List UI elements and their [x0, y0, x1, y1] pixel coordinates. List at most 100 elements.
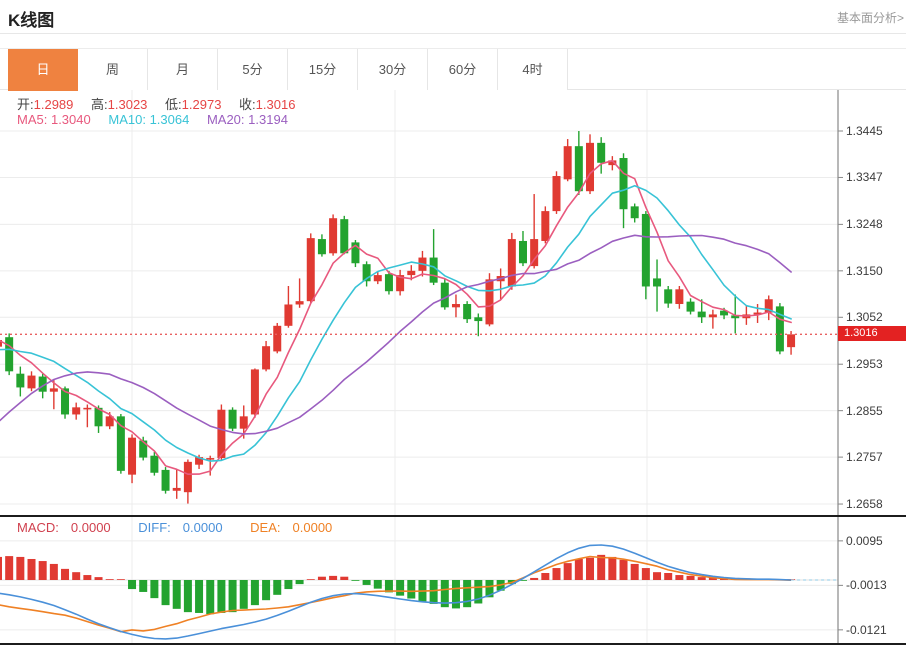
close-value: 1.3016 — [255, 97, 296, 112]
candle-up — [295, 301, 304, 305]
candle-down — [16, 373, 25, 388]
macd-bar-down — [485, 580, 494, 598]
macd-label: MACD: — [17, 520, 59, 535]
macd-bar-down — [206, 580, 215, 615]
macd-bar-down — [429, 580, 438, 604]
tab-60分[interactable]: 60分 — [428, 49, 498, 90]
candle-down — [317, 239, 326, 255]
macd-bar-down — [128, 580, 137, 590]
close-label: 收: — [239, 97, 256, 112]
candle-down — [697, 311, 706, 318]
macd-bar-down — [463, 580, 472, 608]
ma5-value: 1.3040 — [50, 112, 91, 127]
candle-up — [396, 275, 405, 292]
price-axis-label: 1.2953 — [846, 357, 883, 372]
macd-bar-down — [262, 580, 271, 601]
tab-日[interactable]: 日 — [8, 49, 78, 91]
open-label: 开: — [17, 97, 34, 112]
candle-down — [720, 310, 729, 316]
candle-up — [451, 304, 460, 308]
price-axis-label: 1.3445 — [846, 124, 883, 138]
macd-bar-up — [116, 579, 125, 580]
macd-value: 0.0000 — [70, 520, 111, 535]
candle-down — [61, 388, 70, 415]
candle-up — [250, 369, 259, 415]
candle-up — [764, 299, 773, 313]
ma20-value: 1.3194 — [248, 112, 288, 127]
macd-bar-up — [697, 577, 706, 580]
candle-down — [664, 289, 673, 304]
ma-readout: MA5: 1.3040 MA10: 1.3064 MA20: 1.3194 — [17, 112, 302, 127]
candle-down — [116, 416, 125, 471]
macd-bar-up — [664, 572, 673, 580]
macd-bar-up — [27, 558, 36, 580]
high-value: 1.3023 — [107, 97, 148, 112]
macd-bar-up — [541, 572, 550, 580]
candle-down — [686, 301, 695, 312]
macd-bar-down — [518, 580, 527, 581]
candle-up — [753, 312, 762, 315]
macd-bar-up — [641, 568, 650, 580]
panel-separator — [0, 515, 906, 517]
macd-bar-up — [306, 579, 315, 580]
tab-4时[interactable]: 4时 — [498, 49, 568, 90]
candle-down — [463, 304, 472, 320]
fundamental-analysis-link[interactable]: 基本面分析> — [836, 11, 904, 25]
candle-down — [340, 219, 349, 254]
candle-down — [597, 142, 606, 163]
candle-up — [284, 304, 293, 326]
candle-down — [228, 409, 237, 429]
main-chart-canvas[interactable] — [0, 90, 906, 515]
macd-bar-up — [619, 559, 628, 580]
candle-down — [731, 315, 740, 319]
macd-bar-up — [105, 579, 114, 580]
tab-15分[interactable]: 15分 — [288, 49, 358, 90]
candle-up — [83, 407, 92, 410]
candle-down — [351, 242, 360, 264]
macd-chart-canvas[interactable] — [0, 517, 906, 643]
last-price-badge: 1.3016 — [838, 326, 906, 342]
ma10-value: 1.3064 — [149, 112, 190, 127]
macd-readout: MACD: 0.0000 DIFF: 0.0000 DEA: 0.0000 — [17, 520, 356, 535]
macd-bar-down — [451, 580, 460, 609]
price-axis-label: 1.2855 — [846, 403, 883, 418]
candle-up — [787, 334, 796, 348]
ma5-label: MA5: — [17, 112, 48, 127]
candle-up — [306, 238, 315, 302]
candle-up — [586, 142, 595, 192]
candle-up — [262, 346, 271, 370]
candle-up — [608, 160, 617, 166]
candle-up — [552, 176, 561, 212]
candle-down — [653, 278, 662, 287]
period-tabstrip: 日周月 5分 15分 30分 60分 4时 — [0, 48, 906, 91]
candle-up — [172, 487, 181, 491]
title-divider — [0, 33, 906, 34]
candle-up — [675, 289, 684, 305]
low-label: 低: — [165, 97, 182, 112]
ma20-label: MA20: — [206, 112, 245, 127]
macd-bar-up — [329, 575, 338, 580]
candle-down — [161, 469, 170, 491]
price-axis-label: 1.3248 — [846, 217, 883, 232]
tab-周[interactable]: 周 — [78, 49, 148, 90]
macd-axis-label: 0.0095 — [846, 533, 883, 548]
candle-down — [362, 264, 371, 282]
candle-up — [27, 375, 36, 389]
macd-bar-down — [384, 580, 393, 593]
macd-bar-up — [675, 575, 684, 580]
tab-月[interactable]: 月 — [148, 49, 218, 90]
candle-up — [195, 457, 204, 465]
macd-axis-label: -0.0013 — [846, 578, 887, 593]
ohlc-readout: 开:1.2989 高:1.3023 低:1.2973 收:1.3016 — [17, 94, 309, 113]
candle-up — [541, 211, 550, 241]
macd-bar-down — [474, 580, 483, 604]
macd-bar-down — [284, 580, 293, 590]
macd-bar-up — [0, 556, 2, 580]
macd-bar-down — [362, 580, 371, 585]
tab-30分[interactable]: 30分 — [358, 49, 428, 90]
diff-label: DIFF: — [138, 520, 171, 535]
macd-bar-down — [295, 580, 304, 585]
candle-up — [183, 461, 192, 493]
dea-line — [0, 555, 792, 633]
tab-5分[interactable]: 5分 — [218, 49, 288, 90]
